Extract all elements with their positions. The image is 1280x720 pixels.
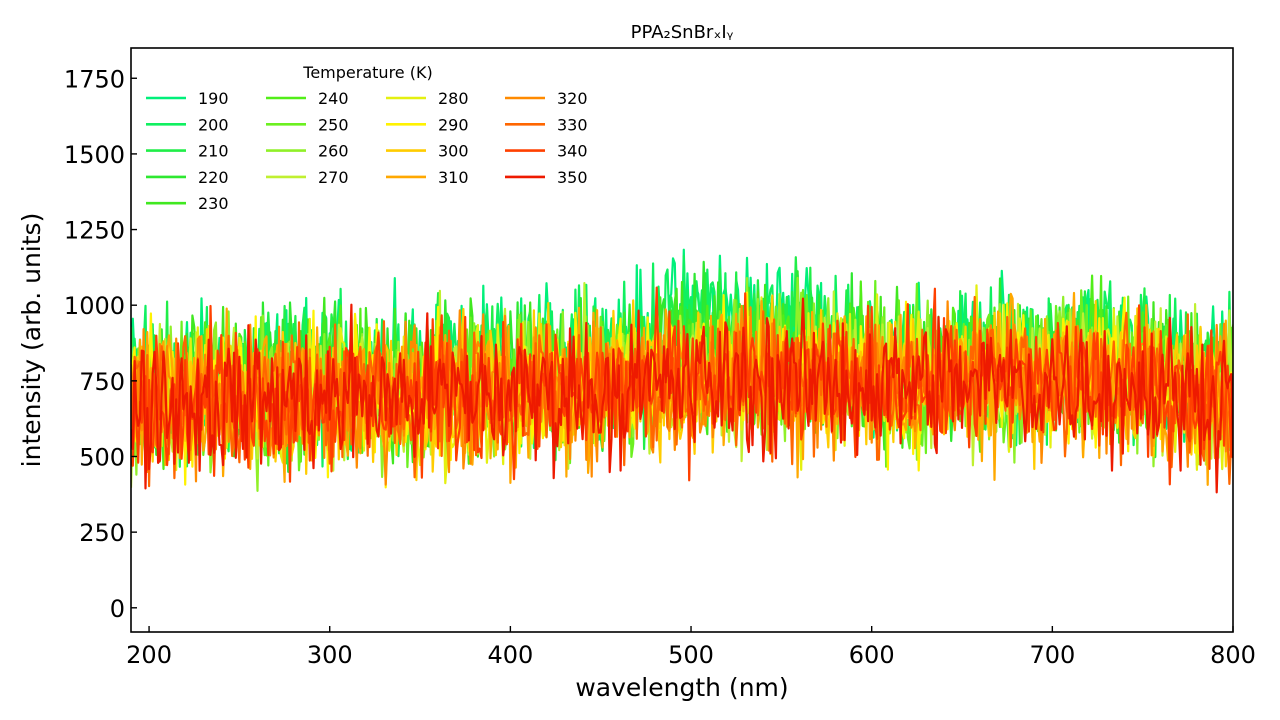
legend-label-340: 340 [557,142,588,161]
legend-label-330: 330 [557,115,588,134]
plot-frame [130,47,1234,633]
legend-label-350: 350 [557,168,588,187]
legend-label-200: 200 [198,115,229,134]
series-layer [131,248,1233,494]
series-line-350 [131,297,1233,494]
x-axis-label: wavelength (nm) [575,673,788,702]
legend-title: Temperature (K) [302,63,432,82]
y-tick-label: 1000 [64,292,125,320]
y-tick-label: 1500 [64,141,125,169]
legend-label-210: 210 [198,142,229,161]
legend-label-320: 320 [557,89,588,108]
y-tick-label: 1250 [64,217,125,245]
y-tick-label: 750 [79,368,125,396]
y-axis-label: intensity (arb. units) [17,213,46,468]
y-tick-label: 500 [79,443,125,471]
legend-label-260: 260 [318,142,349,161]
legend-label-300: 300 [438,142,469,161]
legend-label-280: 280 [438,89,469,108]
legend-label-240: 240 [318,89,349,108]
y-tick-label: 250 [79,519,125,547]
legend-label-270: 270 [318,168,349,187]
y-tick-label: 0 [110,595,125,623]
legend-label-230: 230 [198,194,229,213]
legend-label-290: 290 [438,115,469,134]
legend-label-310: 310 [438,168,469,187]
legend-label-190: 190 [198,89,229,108]
y-tick-label: 1750 [64,65,125,93]
chart-title: PPA₂SnBrₓIᵧ [631,22,734,43]
x-tick-label: 500 [668,641,714,669]
x-tick-label: 200 [126,641,172,669]
x-tick-label: 800 [1210,641,1256,669]
legend-label-220: 220 [198,168,229,187]
ticks-layer: 200 300 400 500 600 700 800 0 250 500 750 1000 1250 1… [64,65,1256,669]
legend-label-250: 250 [318,115,349,134]
x-tick-label: 600 [849,641,895,669]
x-tick-label: 700 [1029,641,1075,669]
x-tick-label: 400 [487,641,533,669]
legend: Temperature (K) 190 200 210 220 230 240 250 260… [146,63,588,213]
x-tick-label: 300 [307,641,353,669]
